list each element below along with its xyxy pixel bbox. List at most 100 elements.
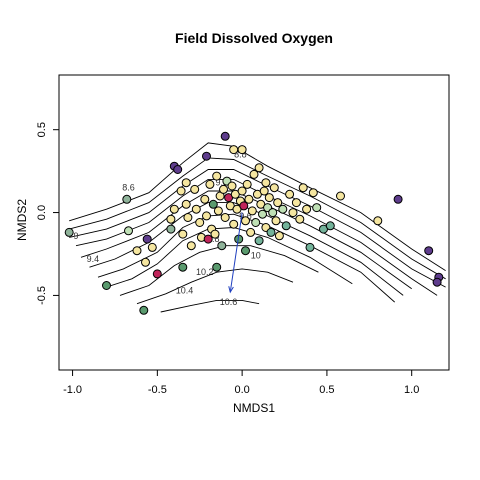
data-point xyxy=(308,188,318,198)
data-point xyxy=(251,218,261,227)
data-point xyxy=(424,246,434,256)
data-point xyxy=(147,242,157,252)
data-point xyxy=(229,219,239,229)
data-point xyxy=(269,183,279,193)
contour-label: 8.8 xyxy=(234,150,247,160)
x-tick-label: 1.0 xyxy=(404,384,419,396)
data-point xyxy=(336,191,345,201)
contour-label: 9.4 xyxy=(87,254,100,264)
data-point xyxy=(242,179,252,189)
data-point xyxy=(271,216,281,226)
vector-line xyxy=(229,212,243,293)
data-point xyxy=(274,231,284,241)
data-point xyxy=(220,131,230,141)
contour-label: 9.8 xyxy=(207,234,220,244)
data-point xyxy=(178,229,188,239)
data-point xyxy=(64,227,74,237)
contour-line xyxy=(69,157,446,280)
contour-label: 10 xyxy=(251,251,261,261)
data-point xyxy=(169,204,179,214)
contour-label: 9.6 xyxy=(239,211,252,221)
data-point xyxy=(325,221,335,231)
data-point xyxy=(254,163,264,173)
data-point xyxy=(305,242,315,252)
contour-line xyxy=(119,245,319,296)
data-point xyxy=(191,204,201,214)
data-point xyxy=(152,269,162,279)
data-point xyxy=(237,145,247,155)
data-point xyxy=(237,186,247,196)
data-point xyxy=(217,241,227,251)
y-axis: -0.5 0.0 0.5 xyxy=(36,122,60,305)
data-point xyxy=(203,234,213,244)
data-point xyxy=(241,216,250,226)
data-point xyxy=(259,186,269,196)
data-point xyxy=(195,218,205,227)
data-point xyxy=(183,213,193,222)
x-axis: -1.0 -0.5 0.0 0.5 1.0 xyxy=(63,369,419,396)
y-axis-label: NMDS2 xyxy=(15,199,29,241)
data-point xyxy=(278,204,288,214)
data-point xyxy=(229,145,239,155)
data-point xyxy=(212,262,222,272)
contour-label: 10.2 xyxy=(196,267,214,277)
vector-arrowhead xyxy=(228,286,234,294)
data-point xyxy=(312,203,322,213)
data-point xyxy=(202,211,211,221)
contour-line xyxy=(69,169,446,288)
x-tick-label: -0.5 xyxy=(148,384,167,396)
data-point xyxy=(258,209,267,219)
data-point xyxy=(166,214,176,224)
data-point xyxy=(210,229,220,239)
contour-label: 9 xyxy=(73,231,78,241)
contour-line xyxy=(97,213,395,303)
data-point xyxy=(141,257,150,267)
y-tick-label: -0.5 xyxy=(36,286,48,305)
data-point xyxy=(249,169,259,179)
data-point xyxy=(132,246,142,256)
data-point xyxy=(200,194,210,204)
y-tick-label: 0.5 xyxy=(36,122,48,137)
data-point xyxy=(266,227,276,237)
data-point xyxy=(241,246,250,256)
data-point xyxy=(212,171,222,181)
data-point xyxy=(295,214,305,224)
data-point xyxy=(244,194,254,204)
data-point xyxy=(291,198,301,208)
data-point xyxy=(208,199,218,209)
x-tick-label: 0.5 xyxy=(319,384,334,396)
data-point xyxy=(142,234,152,244)
data-point xyxy=(139,305,149,315)
data-point xyxy=(288,208,298,218)
data-point xyxy=(393,194,403,204)
contour-label: 10.4 xyxy=(176,285,194,295)
data-point xyxy=(285,189,295,199)
contour-lines: 8.6 8.8 9 9.2 9.4 9.6 9.8 10 10.210.4 10.6 xyxy=(69,142,446,313)
contour-label: 10.6 xyxy=(220,297,238,307)
data-point xyxy=(273,198,283,208)
data-point xyxy=(268,208,278,218)
data-point xyxy=(213,206,223,216)
contour-label: 9.2 xyxy=(216,178,229,188)
fitted-vector xyxy=(228,212,243,294)
contour-line xyxy=(89,202,404,296)
data-point xyxy=(176,186,186,196)
contour-line xyxy=(75,178,438,296)
data-point xyxy=(190,184,200,194)
data-point xyxy=(220,213,230,222)
data-point xyxy=(219,184,228,194)
data-point xyxy=(254,236,264,246)
data-point xyxy=(264,193,274,203)
y-tick-label: 0.0 xyxy=(36,205,48,220)
data-point xyxy=(298,183,308,193)
x-tick-label: 0.0 xyxy=(234,384,249,396)
data-point xyxy=(239,201,249,211)
data-point xyxy=(227,181,237,191)
contour-label: 8.6 xyxy=(122,183,135,193)
data-point xyxy=(261,178,271,188)
data-point xyxy=(173,165,183,174)
data-point xyxy=(102,281,111,290)
data-point xyxy=(181,199,191,209)
x-tick-label: -1.0 xyxy=(63,384,82,396)
